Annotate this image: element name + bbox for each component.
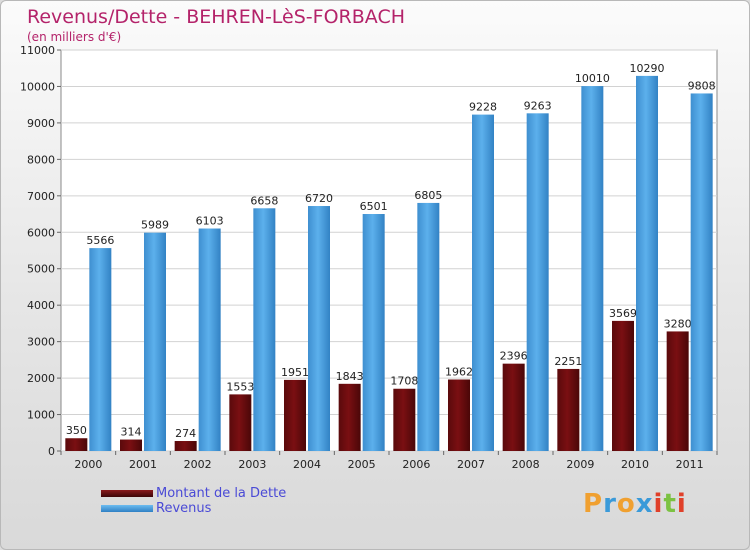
data-label-revenus: 6720 xyxy=(305,192,333,205)
x-tick-label: 2002 xyxy=(184,458,212,471)
x-tick-label: 2010 xyxy=(621,458,649,471)
data-label-revenus: 6501 xyxy=(360,200,388,213)
bar-revenus xyxy=(526,113,549,452)
data-label-dette: 2251 xyxy=(554,355,582,368)
x-tick-label: 2005 xyxy=(348,458,376,471)
x-tick-label: 2000 xyxy=(74,458,102,471)
bar-revenus xyxy=(308,206,330,451)
legend-swatch-dette xyxy=(101,490,153,497)
bar-dette xyxy=(174,441,197,451)
x-tick-label: 2008 xyxy=(512,458,540,471)
data-label-revenus: 6805 xyxy=(414,189,442,202)
data-label-dette: 1553 xyxy=(226,380,254,393)
bar-dette xyxy=(284,379,306,451)
bar-dette xyxy=(65,438,88,451)
y-tick-label: 4000 xyxy=(27,299,55,312)
y-tick-label: 1000 xyxy=(27,409,55,422)
y-tick-label: 2000 xyxy=(27,372,55,385)
logo-letter: t xyxy=(663,489,677,519)
data-label-revenus: 9228 xyxy=(469,101,497,114)
data-label-dette: 3569 xyxy=(609,307,637,320)
y-tick-label: 10000 xyxy=(20,80,55,93)
bar-dette xyxy=(557,368,580,451)
legend-label-revenus: Revenus xyxy=(156,501,212,516)
y-tick-label: 0 xyxy=(48,445,55,458)
bar-dette xyxy=(120,439,142,451)
data-label-dette: 3280 xyxy=(664,317,692,330)
logo-letter: x xyxy=(635,489,654,519)
logo-letter: o xyxy=(616,489,636,519)
y-tick-label: 3000 xyxy=(27,336,55,349)
bar-dette xyxy=(612,320,634,451)
data-label-revenus: 10010 xyxy=(575,72,610,85)
bar-dette xyxy=(666,331,689,451)
bar-dette xyxy=(393,388,416,451)
bar-revenus xyxy=(636,75,658,452)
chart-title: Revenus/Dette - BEHREN-LèS-FORBACH xyxy=(27,6,405,28)
data-label-revenus: 6658 xyxy=(250,194,278,207)
logo-letter: i xyxy=(676,489,687,519)
bar-revenus xyxy=(89,248,112,451)
x-tick-label: 2004 xyxy=(293,458,321,471)
legend-swatch-revenus xyxy=(101,505,153,512)
legend-label-dette: Montant de la Dette xyxy=(156,486,287,501)
y-tick-label: 9000 xyxy=(27,117,55,130)
bar-revenus xyxy=(581,86,604,451)
bar-dette xyxy=(448,379,470,451)
data-label-revenus: 5989 xyxy=(141,219,169,232)
plot-area xyxy=(60,49,718,452)
bar-revenus xyxy=(417,202,440,451)
bar-revenus xyxy=(198,228,221,451)
bar-dette xyxy=(502,363,525,451)
data-label-dette: 1708 xyxy=(390,375,418,388)
bar-dette xyxy=(338,383,361,451)
y-tick-label: 8000 xyxy=(27,153,55,166)
data-label-revenus: 9808 xyxy=(688,79,716,92)
bar-revenus xyxy=(472,114,494,451)
y-tick-label: 7000 xyxy=(27,190,55,203)
data-label-dette: 314 xyxy=(121,426,142,439)
data-label-revenus: 5566 xyxy=(86,234,114,247)
data-label-revenus: 6103 xyxy=(196,215,224,228)
x-tick-label: 2007 xyxy=(457,458,485,471)
data-label-dette: 2396 xyxy=(500,350,528,363)
x-tick-label: 2009 xyxy=(566,458,594,471)
bar-revenus xyxy=(253,208,276,451)
data-label-dette: 1951 xyxy=(281,366,309,379)
data-label-dette: 274 xyxy=(175,427,196,440)
bar-revenus xyxy=(144,232,166,451)
y-tick-label: 11000 xyxy=(20,44,55,57)
logo-letter: i xyxy=(653,489,664,519)
data-label-revenus: 10290 xyxy=(630,62,665,75)
data-label-dette: 1843 xyxy=(336,370,364,383)
logo-letter: P xyxy=(583,489,604,519)
x-tick-label: 2001 xyxy=(129,458,157,471)
data-label-dette: 350 xyxy=(66,424,87,437)
data-label-dette: 1962 xyxy=(445,365,473,378)
bar-revenus xyxy=(362,214,385,451)
bar-dette xyxy=(229,394,252,451)
x-tick-label: 2006 xyxy=(402,458,430,471)
logo-letter: r xyxy=(603,489,617,519)
bar-revenus xyxy=(690,93,713,451)
x-tick-label: 2003 xyxy=(238,458,266,471)
proxiti-logo: Proxiti xyxy=(583,489,687,519)
y-tick-label: 5000 xyxy=(27,263,55,276)
data-label-revenus: 9263 xyxy=(524,99,552,112)
y-tick-label: 6000 xyxy=(27,226,55,239)
x-tick-label: 2011 xyxy=(676,458,704,471)
chart-subtitle: (en milliers d'€) xyxy=(27,30,122,44)
